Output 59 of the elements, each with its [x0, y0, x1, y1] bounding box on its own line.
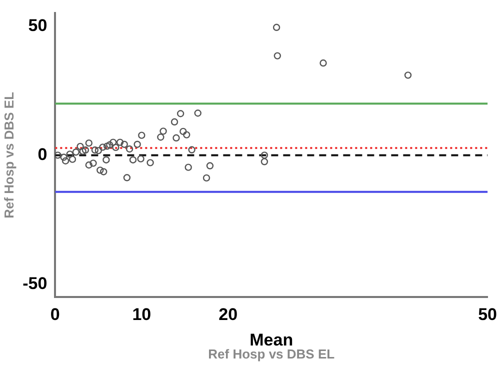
point: [76, 142, 84, 150]
point: [82, 146, 90, 154]
point: [85, 161, 92, 169]
point: [274, 52, 282, 60]
x-tick-label: 10: [132, 305, 152, 324]
text: Ref Hosp vs DBS EL: [208, 346, 335, 362]
point: [404, 72, 412, 79]
point: [91, 146, 99, 154]
point: [72, 148, 80, 156]
point: [120, 140, 128, 148]
point: [260, 158, 268, 166]
point: [194, 110, 202, 117]
point: [112, 144, 120, 152]
point: [129, 156, 137, 164]
point: [116, 138, 124, 146]
point: [96, 166, 104, 174]
point: [272, 24, 280, 31]
point: [85, 139, 92, 147]
point: [94, 146, 102, 154]
point: [60, 154, 68, 161]
y-tick-label: -50: [22, 274, 48, 293]
point: [123, 174, 131, 182]
x-tick-label: 0: [50, 305, 60, 324]
point: [170, 118, 178, 126]
y-tick-label: 0: [38, 144, 48, 164]
point: [176, 110, 184, 118]
point: [68, 156, 76, 163]
point: [90, 160, 97, 167]
point: [79, 148, 86, 155]
point: [180, 128, 187, 136]
point: [172, 134, 180, 142]
point: [320, 59, 327, 67]
x-tick-label: 50: [478, 305, 498, 324]
point: [157, 134, 164, 141]
point: [62, 157, 70, 164]
point: [183, 131, 190, 138]
point: [138, 132, 146, 139]
point: [103, 142, 111, 150]
point: [102, 156, 110, 164]
y-tick-label: 50: [28, 16, 48, 35]
point: [106, 141, 114, 148]
point: [126, 145, 134, 153]
point: [160, 128, 167, 135]
point: [188, 146, 196, 154]
point: [137, 155, 144, 162]
point: [100, 168, 108, 176]
y-axis-title: Ref Hosp vs DBS EL: [1, 92, 16, 218]
point: [99, 144, 106, 151]
point: [202, 174, 210, 182]
point: [206, 162, 214, 170]
point: [66, 150, 74, 158]
point: [134, 140, 141, 148]
point: [146, 159, 154, 166]
x-tick-label: 20: [218, 305, 238, 324]
point: [184, 164, 192, 171]
point: [260, 152, 268, 159]
point: [110, 138, 117, 146]
x-axis-title: Mean: [250, 330, 294, 350]
point: [55, 152, 62, 159]
